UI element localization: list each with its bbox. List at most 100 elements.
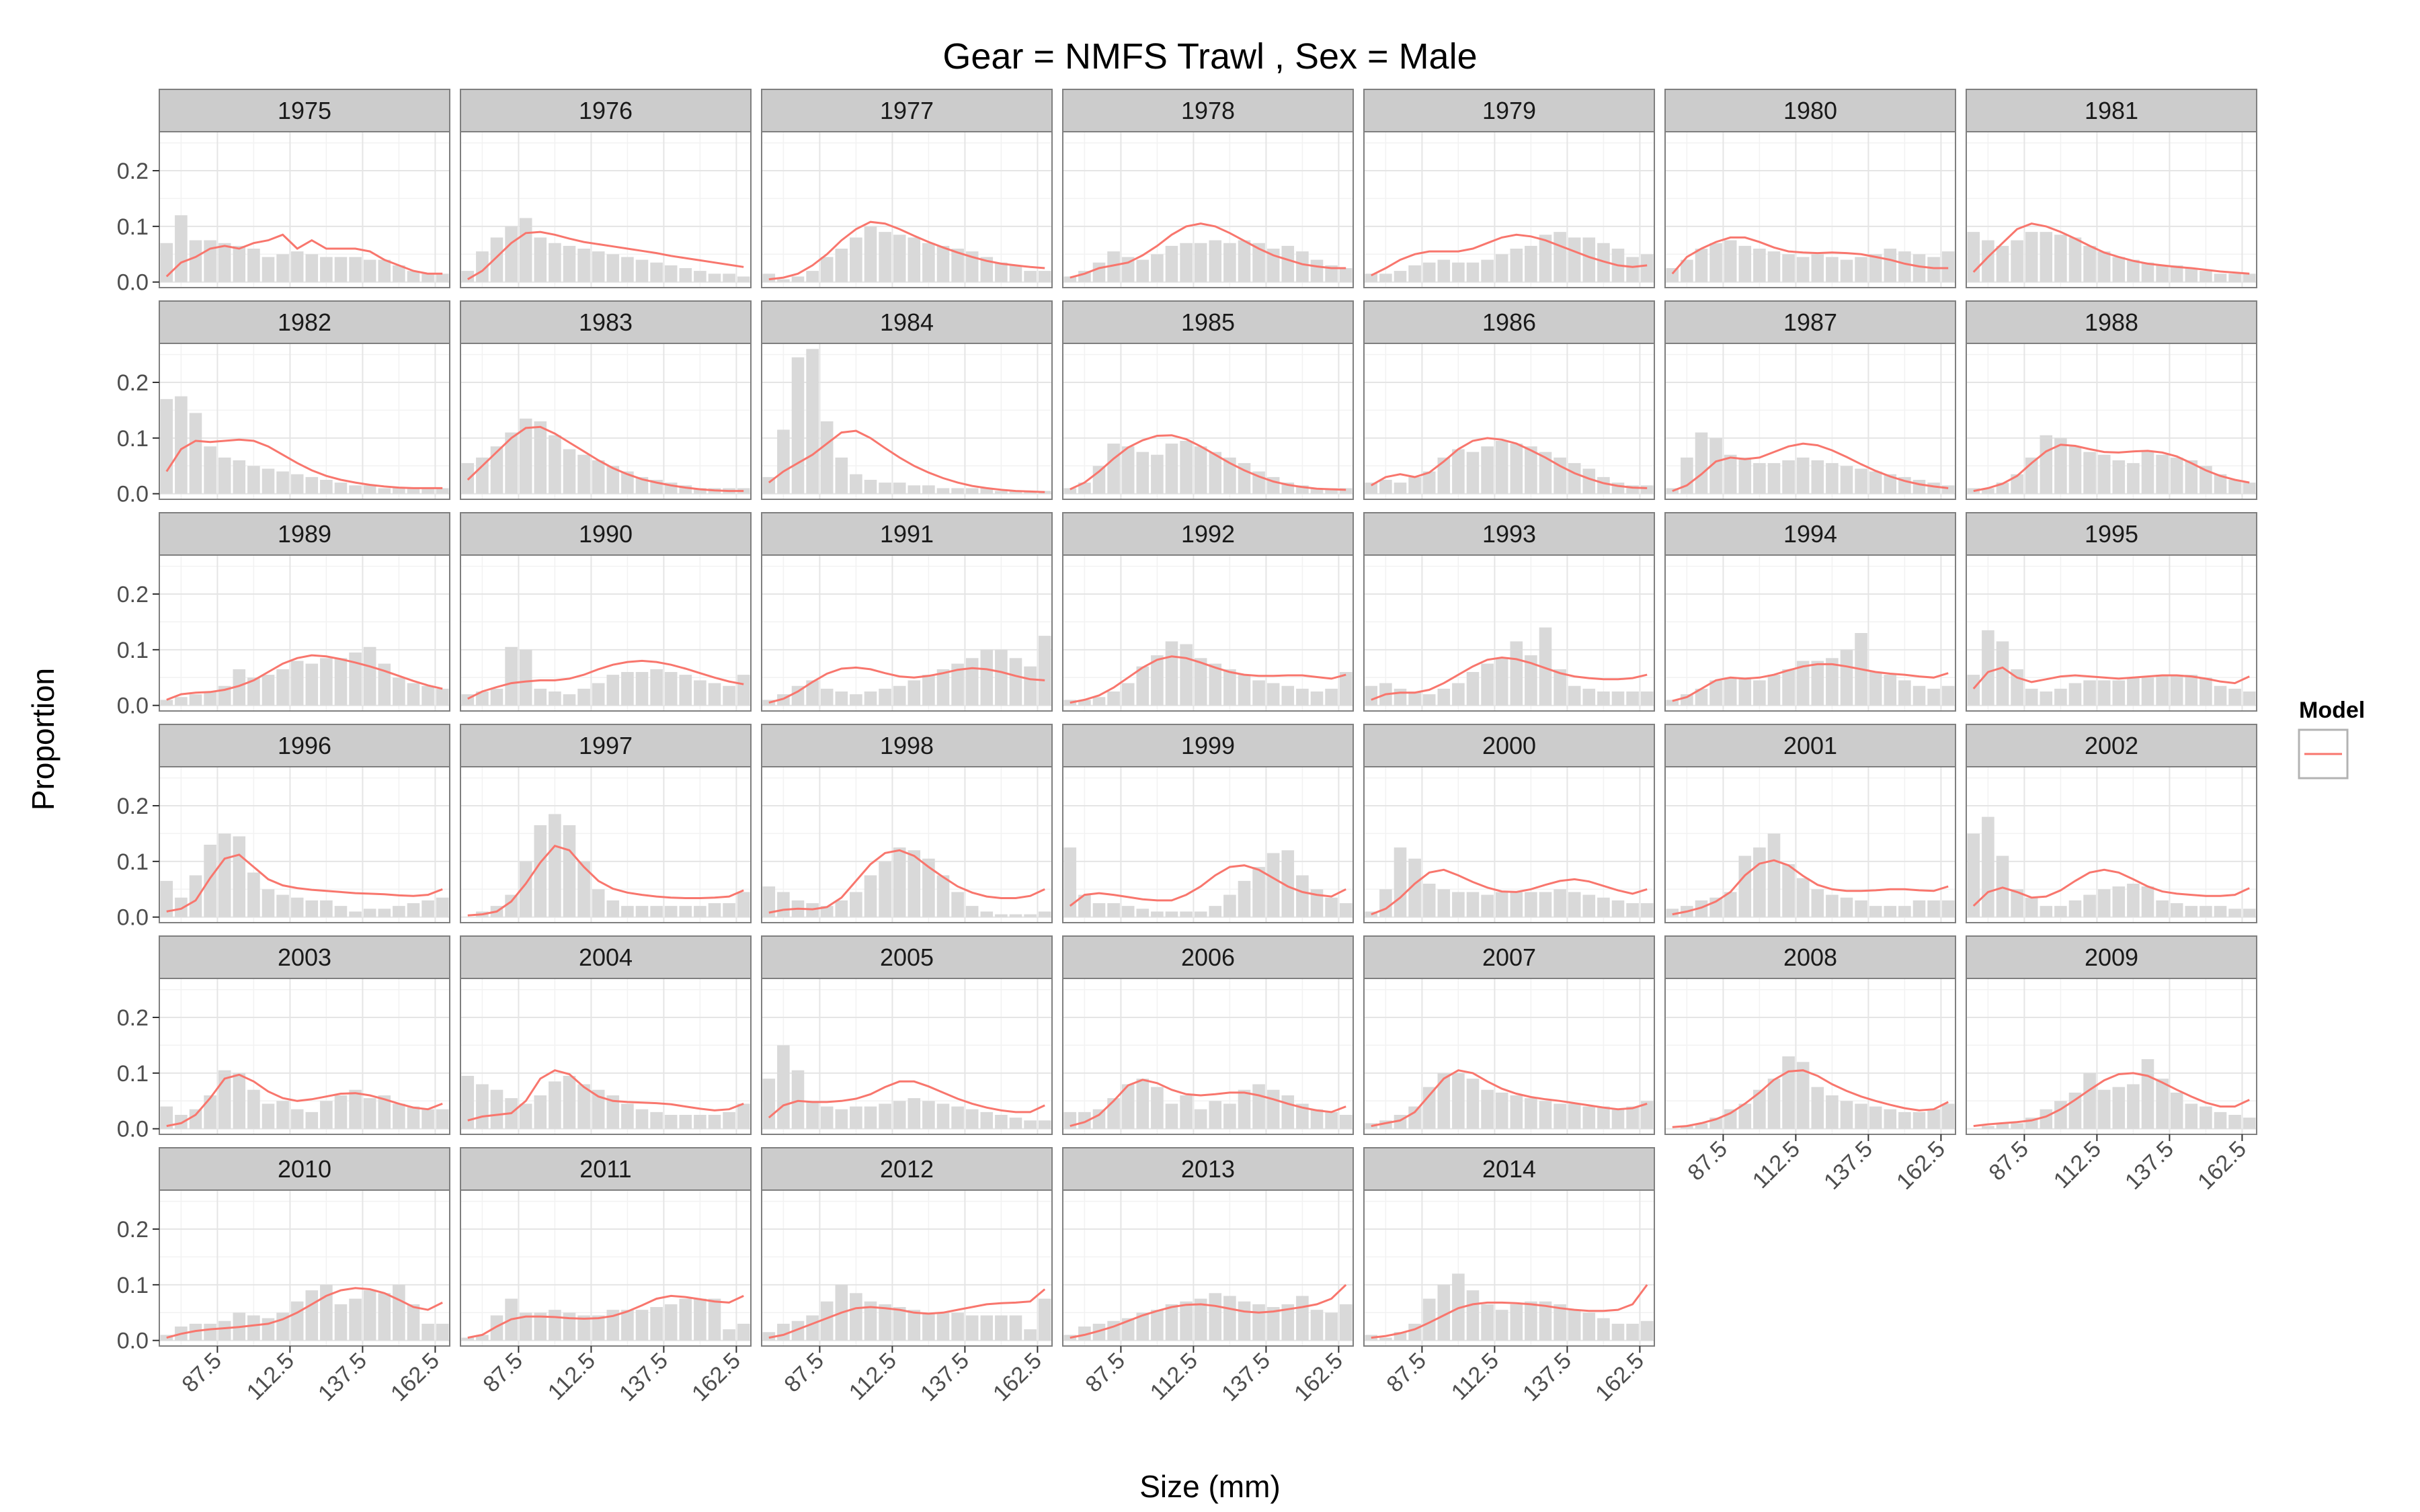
bar-2002-0 — [1967, 833, 1980, 917]
bar-1978-10 — [1209, 240, 1222, 282]
bar-2011-8 — [577, 1315, 590, 1341]
bar-2011-9 — [592, 1315, 605, 1341]
bar-1981-10 — [2112, 257, 2126, 282]
bar-1989-3 — [204, 691, 216, 706]
y-tick-label: 0.1 — [117, 849, 149, 875]
panel-border — [1062, 978, 1354, 1135]
bar-1999-7 — [1165, 911, 1178, 917]
bar-2012-1 — [777, 1323, 790, 1341]
bar-1982-18 — [421, 488, 434, 494]
bar-1978-12 — [1238, 240, 1251, 282]
bar-2001-7 — [1767, 833, 1781, 917]
bar-1986-12 — [1539, 452, 1552, 494]
strip-label-1996: 1996 — [278, 732, 331, 759]
bar-2002-4 — [2025, 897, 2038, 917]
bar-1996-17 — [407, 903, 420, 917]
bar-1999-9 — [1194, 911, 1207, 917]
strip-label-2002: 2002 — [2085, 732, 2138, 759]
panel-2006: 2006 — [1062, 935, 1354, 1135]
bar-1996-6 — [247, 872, 260, 917]
x-tick-label: 137.5 — [2120, 1136, 2179, 1195]
bar-2009-14 — [2170, 1092, 2183, 1129]
bar-1999-12 — [1238, 880, 1251, 917]
bar-1977-14 — [965, 251, 979, 282]
bar-1998-1 — [777, 892, 790, 917]
bar-1990-15 — [679, 675, 692, 706]
bar-2002-1 — [1982, 816, 1994, 917]
bar-1975-3 — [204, 240, 216, 282]
panel-2001: 2001 — [1664, 724, 1956, 923]
bar-2001-11 — [1826, 894, 1839, 917]
strip-1989 — [159, 512, 450, 556]
bar-1995-11 — [2127, 677, 2140, 706]
bar-2009-13 — [2156, 1079, 2169, 1129]
bar-2000-13 — [1554, 889, 1566, 917]
bar-2006-8 — [1180, 1095, 1193, 1129]
y-tick-label: 0.0 — [117, 270, 149, 296]
bar-1977-13 — [951, 249, 964, 282]
panel-1991: 1991 — [761, 512, 1053, 712]
bar-1980-19 — [1941, 251, 1955, 282]
x-tick-label: 87.5 — [177, 1348, 227, 1398]
bar-1988-13 — [2156, 454, 2169, 494]
bar-1981-14 — [2170, 265, 2183, 282]
bar-1998-7 — [864, 875, 877, 917]
bar-2005-2 — [791, 1070, 805, 1129]
model-line-1975 — [165, 233, 443, 278]
strip-2004 — [460, 935, 752, 979]
bar-2012-7 — [864, 1301, 877, 1341]
bar-2001-10 — [1811, 889, 1824, 917]
bar-1995-6 — [2054, 688, 2067, 706]
bar-1996-5 — [233, 836, 246, 917]
bar-1987-4 — [1724, 454, 1737, 494]
bar-2004-18 — [723, 1111, 735, 1129]
bar-1987-12 — [1840, 466, 1853, 494]
bar-1992-9 — [1194, 658, 1207, 706]
panel-border — [761, 131, 1053, 288]
bar-2003-19 — [436, 1109, 449, 1129]
bar-1987-14 — [1869, 471, 1882, 494]
strip-2010 — [159, 1147, 450, 1191]
bar-1999-8 — [1180, 911, 1193, 917]
x-tick-label: 162.5 — [2193, 1136, 2251, 1195]
model-line-2008 — [1672, 1069, 1949, 1128]
bar-1980-4 — [1724, 240, 1737, 282]
model-line-1986 — [1371, 437, 1648, 489]
y-tick-label: 0.1 — [117, 1061, 149, 1087]
panel-background — [1665, 343, 1955, 499]
strip-label-2006: 2006 — [1181, 943, 1235, 971]
bar-2013-1 — [1078, 1327, 1091, 1341]
bar-1983-3 — [505, 432, 518, 494]
panel-background — [1966, 132, 2257, 288]
bar-1994-17 — [1912, 685, 1926, 706]
x-tick-label: 137.5 — [1819, 1136, 1878, 1195]
bar-1991-9 — [893, 685, 906, 706]
bar-1987-2 — [1695, 432, 1708, 494]
model-line-2000 — [1371, 868, 1648, 916]
bar-1981-7 — [2068, 237, 2082, 282]
panel-border — [1363, 554, 1655, 712]
bar-1980-14 — [1869, 254, 1882, 282]
bar-1982-15 — [378, 488, 391, 494]
y-tick-label: 0.2 — [117, 1217, 149, 1243]
bar-1986-7 — [1466, 452, 1480, 494]
model-line-2013 — [1070, 1284, 1347, 1339]
bar-1983-16 — [694, 488, 707, 494]
bar-1998-11 — [922, 858, 935, 917]
bar-1975-19 — [436, 274, 449, 282]
bar-1976-17 — [708, 274, 721, 282]
bar-2011-15 — [679, 1298, 692, 1341]
bar-1988-1 — [1982, 488, 1994, 494]
bar-1976-8 — [577, 249, 590, 282]
bar-1975-10 — [305, 254, 319, 282]
bar-2000-9 — [1495, 892, 1508, 917]
x-tick-label: 112.5 — [1748, 1136, 1805, 1193]
bar-2005-12 — [936, 1103, 950, 1129]
bar-2004-2 — [490, 1089, 503, 1129]
panel-2005: 2005 — [761, 935, 1053, 1135]
bar-2010-12 — [334, 1304, 348, 1341]
panel-2011: 2011 87.5 112.5 137.5 162.5 — [460, 1147, 752, 1406]
bar-2003-0 — [160, 1106, 173, 1129]
panel-border — [1664, 554, 1956, 712]
strip-label-2009: 2009 — [2085, 943, 2138, 971]
